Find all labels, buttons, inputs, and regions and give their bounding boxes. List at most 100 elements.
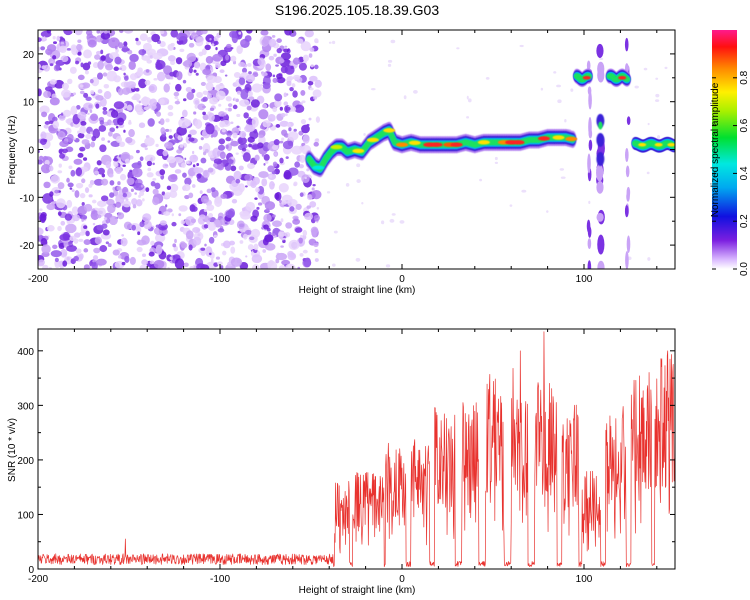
noise-blob [89,131,93,135]
noise-blob [210,187,216,193]
noise-blob [306,168,310,172]
noise-blob-faint [456,47,460,50]
noise-blob [168,135,173,139]
spectrogram-x-tick-label: -200 [28,274,48,285]
noise-blob [119,173,127,181]
noise-blob [58,114,66,121]
noise-blob [92,255,99,261]
noise-blob [129,73,138,81]
noise-blob-faint [494,156,498,161]
noise-blob [227,103,233,108]
noise-blob [279,140,284,144]
noise-blob [95,94,104,101]
noise-blob [136,226,142,233]
noise-blob [227,107,232,112]
noise-blob [176,98,180,102]
noise-blob [225,144,229,149]
noise-blob [178,117,190,129]
noise-blob [225,54,230,61]
noise-blob [174,100,181,105]
noise-blob [177,135,182,141]
noise-blob [101,173,106,178]
noise-blob [196,173,202,179]
noise-blob [244,229,252,235]
noise-blob [291,145,303,155]
noise-blob [139,156,144,162]
noise-blob [49,191,54,197]
noise-blob [258,109,269,120]
snr-panel: -200 -100 0 100 0 100 200 300 400 Height of stra… [7,328,676,596]
noise-blob [171,221,177,227]
noise-blob [62,260,68,267]
trace-hotspot [477,140,490,145]
noise-blob [70,105,78,116]
noise-blob [59,265,64,269]
noise-blob [140,184,144,188]
noise-blob [263,153,270,161]
noise-blob [90,141,96,148]
noise-blob [57,130,66,141]
noise-blob [59,140,69,148]
noise-blob [81,178,86,184]
noise-blob [191,88,196,94]
noise-blob [127,49,133,55]
noise-blob [192,227,201,233]
noise-blob [81,218,84,222]
noise-blob [152,52,163,60]
noise-blob [206,93,212,100]
noise-blob [299,102,303,106]
noise-blob [188,137,195,142]
noise-blob [293,181,298,187]
noise-blob [256,206,260,210]
noise-blob [75,182,84,189]
noise-blob [236,45,243,55]
noise-blob [45,48,53,55]
noise-blob [61,89,71,98]
noise-blob [116,185,122,191]
noise-blob [314,258,319,262]
noise-blob [154,182,161,190]
snr-x-tick-label: -100 [210,574,230,585]
noise-blob [136,98,140,102]
noise-blob [75,167,83,177]
noise-blob [231,33,239,44]
vertical-streak-blob [587,153,591,174]
noise-blob [251,144,261,150]
noise-blob [206,204,215,211]
noise-blob [130,188,134,193]
vertical-streak-blob [624,63,629,73]
noise-blob [219,151,226,160]
noise-blob [200,250,206,256]
noise-blob [183,262,189,268]
snr-y-tick-label: 100 [17,510,34,521]
noise-blob [43,124,49,129]
noise-blob [123,129,126,133]
noise-blob [57,182,65,190]
noise-blob [73,255,79,262]
noise-blob [83,264,90,269]
noise-blob [235,98,239,103]
noise-blob [102,106,108,111]
noise-blob [174,96,178,100]
noise-blob [71,189,75,193]
noise-blob [203,208,208,212]
noise-blob [148,84,158,93]
noise-blob [313,242,319,248]
noise-blob [265,63,272,72]
noise-blob [276,73,283,80]
noise-blob [261,71,268,77]
trace-hotspot [352,148,365,154]
vertical-streak-blob [597,260,605,269]
noise-blob [184,216,196,226]
noise-blob-faint [355,257,361,262]
noise-blob [83,203,93,212]
noise-blob [131,95,138,101]
noise-blob [200,81,206,86]
noise-blob [145,69,150,73]
noise-blob [298,164,304,169]
noise-blob [289,87,294,92]
tone-hotspot [582,76,591,80]
noise-blob [169,128,172,133]
noise-blob [186,52,197,63]
noise-blob [263,162,266,166]
